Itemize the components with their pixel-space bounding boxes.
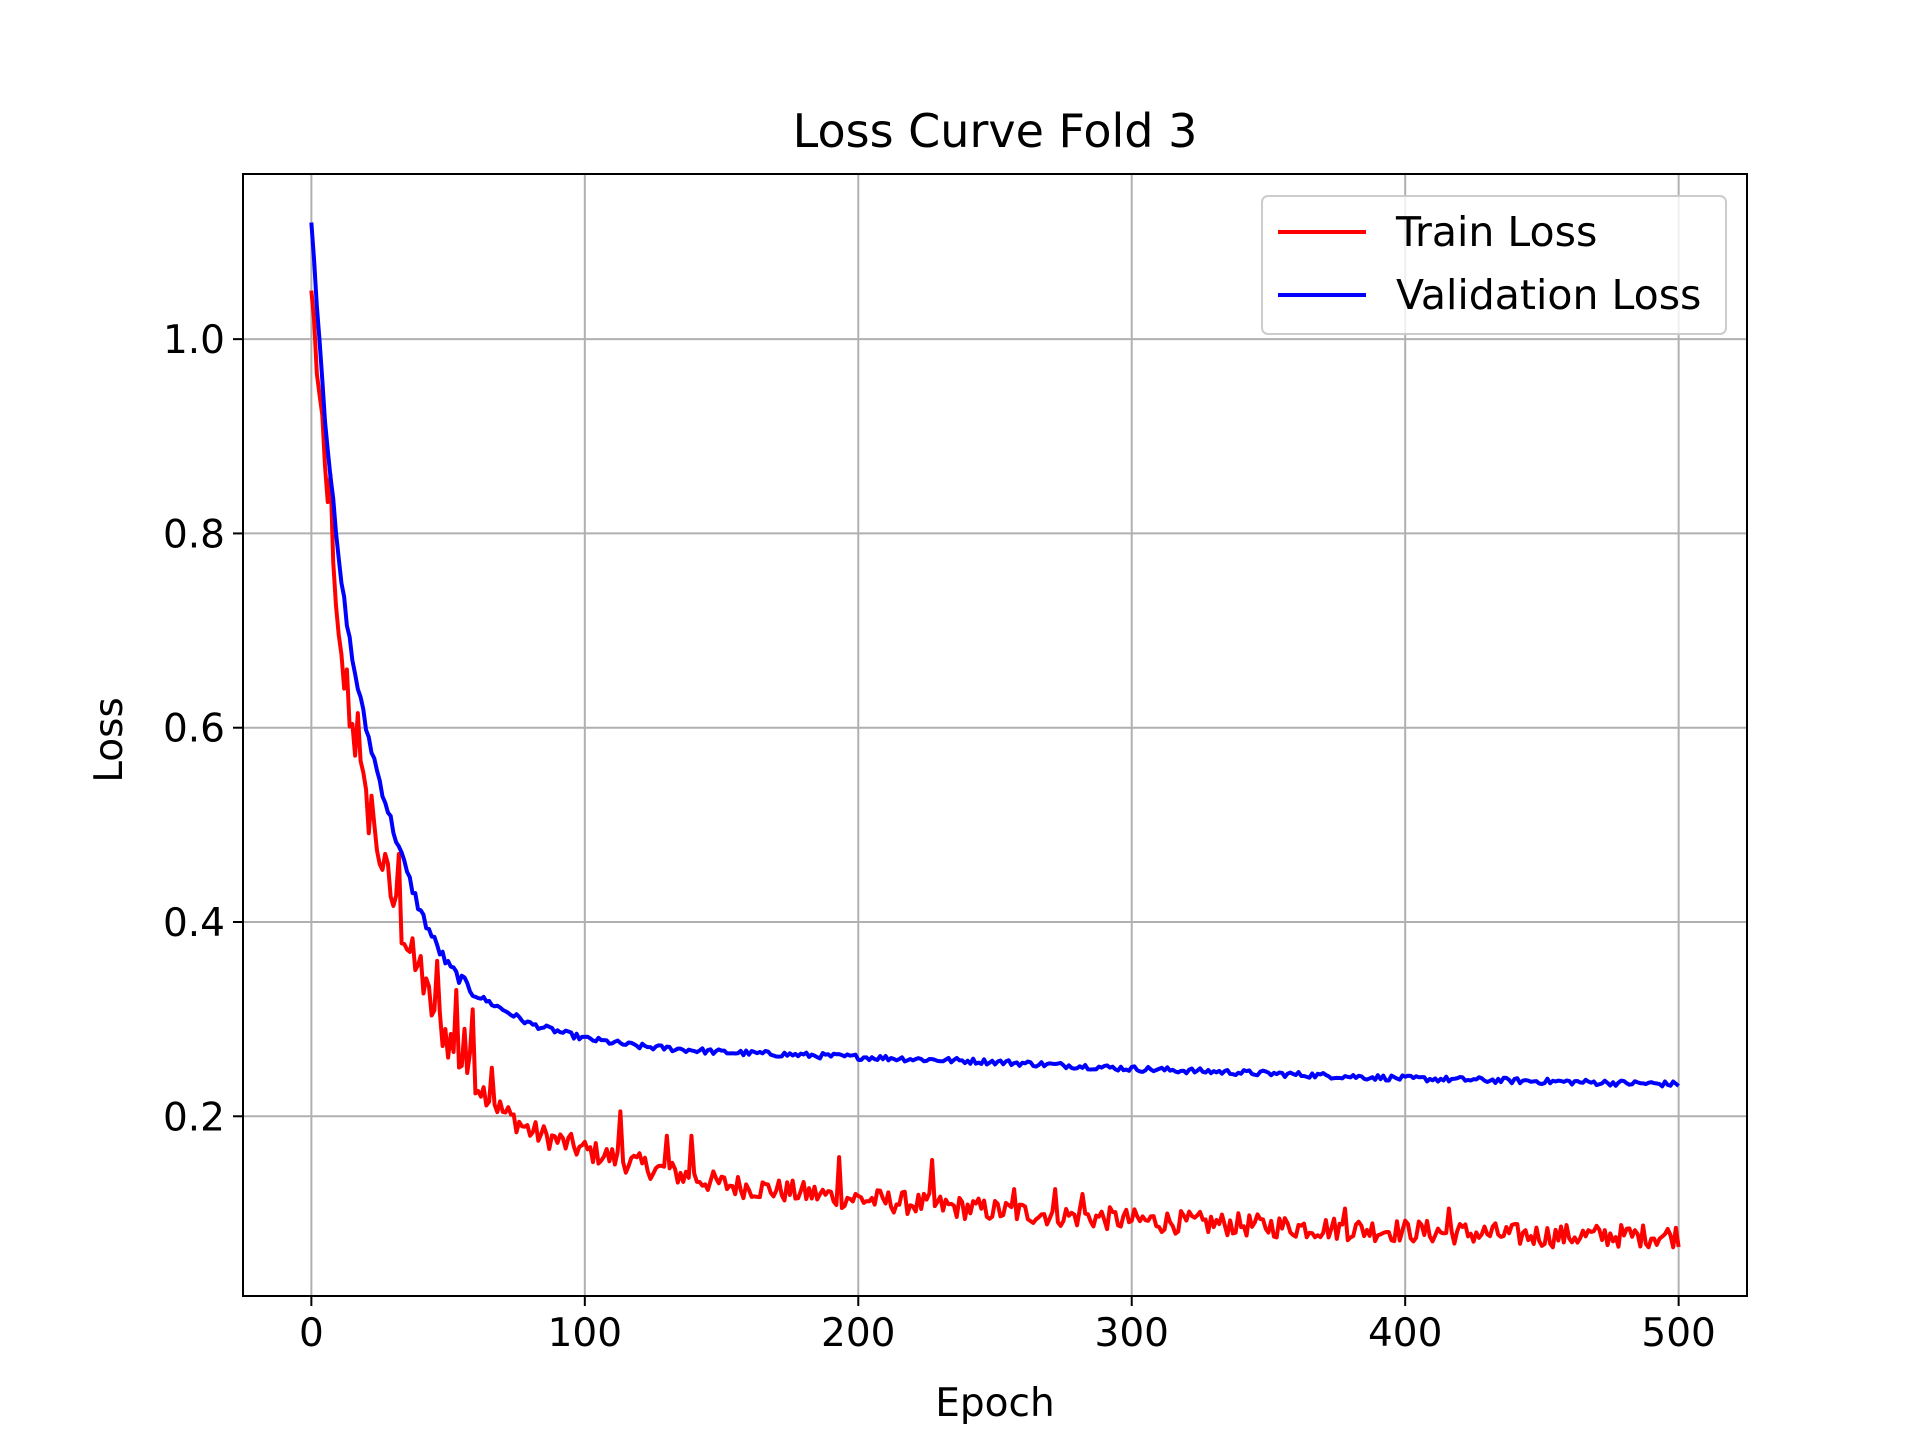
train-loss-line [309,290,1681,1250]
legend-box [1261,195,1727,335]
x-tick-label: 400 [1368,1311,1442,1356]
chart-title: Loss Curve Fold 3 [793,104,1198,158]
y-tick-label: 1.0 [163,318,225,363]
x-tick-label: 100 [548,1311,622,1356]
legend: Train Loss Validation Loss [1261,195,1727,335]
series-lines [309,222,1681,1250]
x-tick-label: 500 [1641,1311,1715,1356]
y-tick-label: 0.4 [163,901,225,946]
y-axis-label: Loss [87,697,132,783]
x-tick-label: 0 [299,1311,324,1356]
legend-label-train: Train Loss [1395,208,1597,256]
validation-loss-line [309,222,1680,1089]
y-tick-label: 0.2 [163,1095,225,1140]
y-tick-label: 0.6 [163,707,225,752]
legend-label-validation: Validation Loss [1396,271,1701,319]
x-tick-label: 300 [1095,1311,1169,1356]
axis-ticks: 0 100 200 300 400 500 0.2 0.4 0.6 0.8 1.0 [163,318,1716,1356]
plot-frame [242,173,1748,1297]
x-tick-label: 200 [821,1311,895,1356]
x-axis-label: Epoch [935,1381,1054,1426]
grid-lines [243,174,1747,1296]
y-tick-label: 0.8 [163,512,225,557]
